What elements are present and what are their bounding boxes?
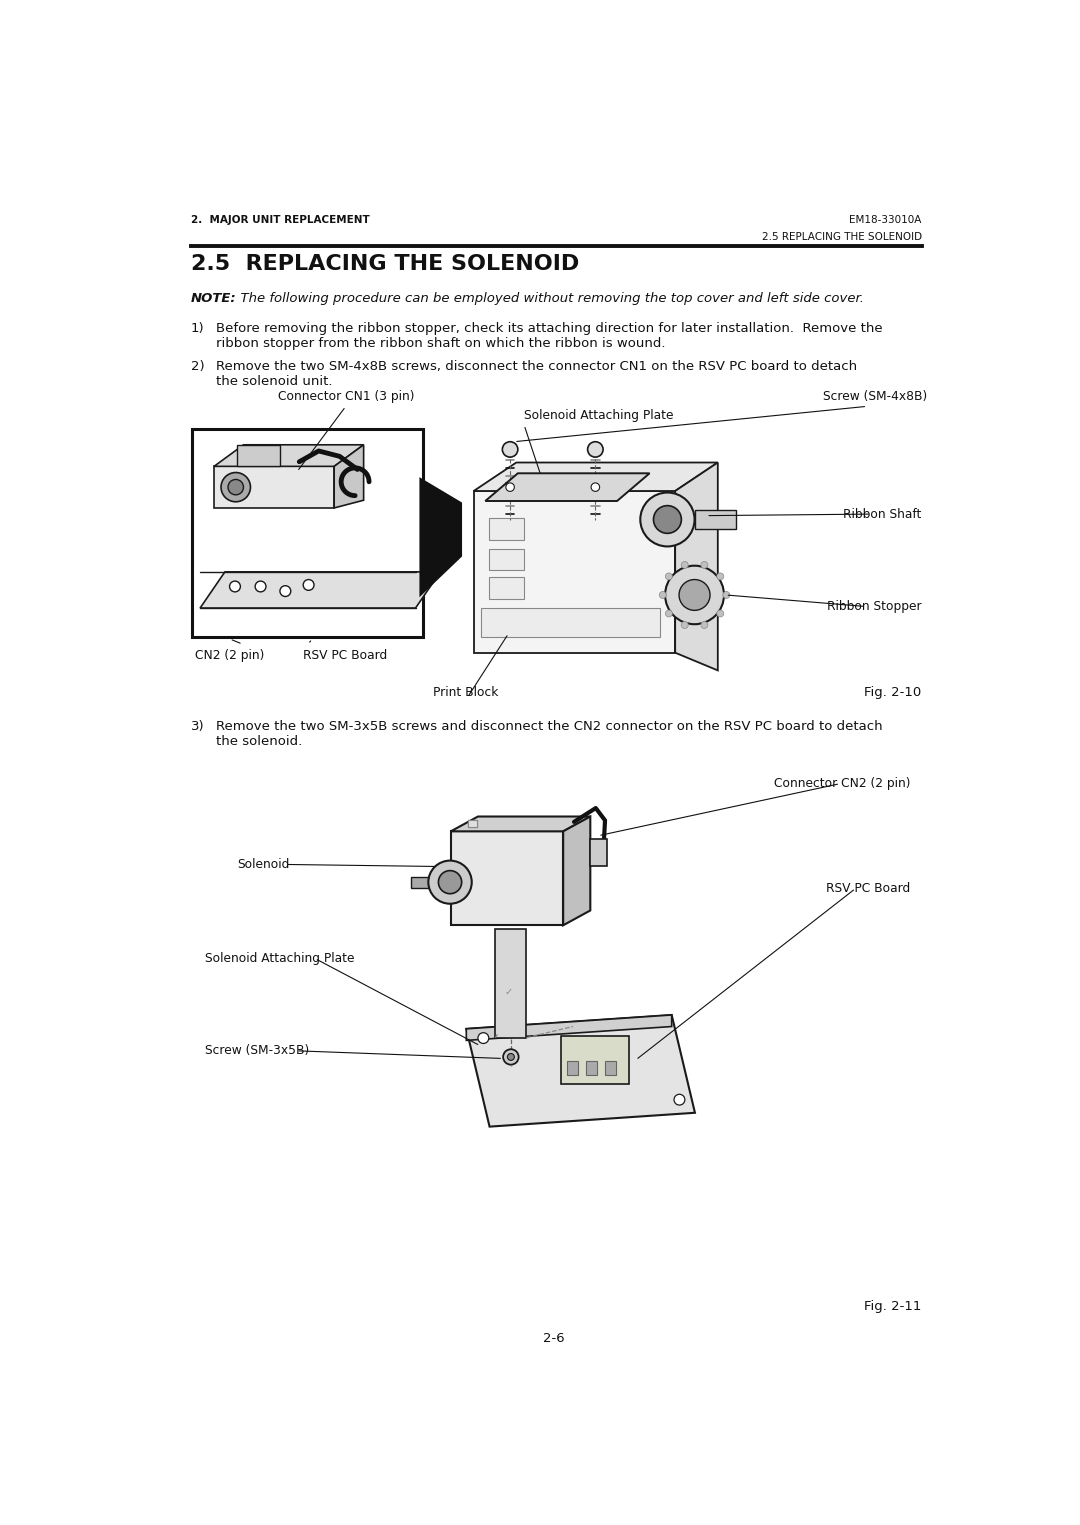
Text: 2.  MAJOR UNIT REPLACEMENT: 2. MAJOR UNIT REPLACEMENT bbox=[191, 215, 369, 226]
Bar bbox=[489, 549, 524, 570]
Text: Connector CN1 (3 pin): Connector CN1 (3 pin) bbox=[278, 390, 414, 403]
Circle shape bbox=[723, 592, 730, 598]
Bar bbox=[567, 1061, 578, 1075]
Polygon shape bbox=[238, 445, 280, 467]
Circle shape bbox=[659, 592, 666, 598]
Text: Print Block: Print Block bbox=[433, 686, 499, 698]
Circle shape bbox=[640, 493, 694, 546]
Text: 2-6: 2-6 bbox=[542, 1331, 565, 1345]
Text: Connector CN2 (2 pin): Connector CN2 (2 pin) bbox=[773, 778, 910, 790]
Text: 3): 3) bbox=[191, 720, 204, 734]
Polygon shape bbox=[496, 929, 526, 1037]
Polygon shape bbox=[562, 1035, 630, 1084]
Text: 2): 2) bbox=[191, 360, 204, 374]
Text: Ribbon Shaft: Ribbon Shaft bbox=[843, 508, 921, 520]
Text: Solenoid: Solenoid bbox=[238, 859, 289, 871]
Circle shape bbox=[674, 1095, 685, 1106]
Circle shape bbox=[478, 1032, 489, 1043]
Polygon shape bbox=[485, 473, 649, 502]
Circle shape bbox=[701, 622, 707, 628]
Bar bbox=[605, 1061, 616, 1075]
Polygon shape bbox=[450, 831, 563, 926]
Polygon shape bbox=[694, 511, 735, 529]
Text: CN2 (2 pin): CN2 (2 pin) bbox=[194, 648, 264, 662]
Text: 2.5 REPLACING THE SOLENOID: 2.5 REPLACING THE SOLENOID bbox=[761, 232, 921, 242]
Circle shape bbox=[701, 561, 707, 569]
Polygon shape bbox=[214, 467, 334, 508]
Polygon shape bbox=[200, 572, 441, 608]
Polygon shape bbox=[675, 462, 718, 671]
Circle shape bbox=[681, 561, 688, 569]
Polygon shape bbox=[467, 1016, 694, 1127]
Circle shape bbox=[717, 610, 724, 618]
Circle shape bbox=[665, 610, 673, 618]
Text: ✓: ✓ bbox=[504, 987, 513, 997]
Circle shape bbox=[280, 586, 291, 596]
Text: 2.5  REPLACING THE SOLENOID: 2.5 REPLACING THE SOLENOID bbox=[191, 253, 579, 274]
Polygon shape bbox=[590, 839, 607, 866]
Text: Screw (SM-3x5B): Screw (SM-3x5B) bbox=[205, 1045, 309, 1057]
Circle shape bbox=[221, 473, 251, 502]
Circle shape bbox=[591, 483, 599, 491]
Text: Fig. 2-11: Fig. 2-11 bbox=[864, 1301, 921, 1313]
Bar bbox=[468, 820, 477, 828]
Text: 1): 1) bbox=[191, 322, 204, 334]
Text: Solenoid Attaching Plate: Solenoid Attaching Plate bbox=[524, 409, 674, 422]
Polygon shape bbox=[474, 491, 675, 653]
Bar bbox=[489, 518, 524, 540]
Circle shape bbox=[681, 622, 688, 628]
Polygon shape bbox=[450, 816, 591, 831]
Bar bbox=[192, 430, 423, 637]
Circle shape bbox=[503, 1049, 518, 1064]
Polygon shape bbox=[467, 1016, 672, 1040]
Circle shape bbox=[228, 479, 243, 494]
Circle shape bbox=[505, 483, 514, 491]
Bar bbox=[489, 578, 524, 599]
Text: NOTE:: NOTE: bbox=[191, 293, 237, 305]
Circle shape bbox=[502, 442, 517, 457]
Text: RSV PC Board: RSV PC Board bbox=[303, 648, 388, 662]
Text: Solenoid Attaching Plate: Solenoid Attaching Plate bbox=[205, 952, 354, 965]
Text: The following procedure can be employed without removing the top cover and left : The following procedure can be employed … bbox=[232, 293, 864, 305]
Circle shape bbox=[665, 566, 724, 624]
Text: Ribbon Stopper: Ribbon Stopper bbox=[827, 599, 921, 613]
Circle shape bbox=[303, 580, 314, 590]
Circle shape bbox=[717, 573, 724, 580]
Circle shape bbox=[230, 581, 241, 592]
Circle shape bbox=[438, 871, 461, 894]
Polygon shape bbox=[334, 445, 364, 508]
Circle shape bbox=[679, 580, 710, 610]
Polygon shape bbox=[419, 477, 462, 598]
Text: Remove the two SM-3x5B screws and disconnect the CN2 connector on the RSV PC boa: Remove the two SM-3x5B screws and discon… bbox=[216, 720, 882, 749]
Circle shape bbox=[429, 860, 472, 904]
Circle shape bbox=[255, 581, 266, 592]
Circle shape bbox=[665, 573, 673, 580]
Text: RSV PC Board: RSV PC Board bbox=[826, 881, 910, 895]
Bar bbox=[586, 1061, 597, 1075]
Bar bbox=[468, 820, 477, 828]
Bar bbox=[468, 820, 477, 828]
Polygon shape bbox=[410, 877, 450, 888]
Polygon shape bbox=[474, 462, 718, 491]
Polygon shape bbox=[214, 445, 364, 467]
Circle shape bbox=[508, 1054, 514, 1060]
Text: Before removing the ribbon stopper, check its attaching direction for later inst: Before removing the ribbon stopper, chec… bbox=[216, 322, 882, 349]
Circle shape bbox=[653, 506, 681, 534]
Text: Remove the two SM-4x8B screws, disconnect the connector CN1 on the RSV PC board : Remove the two SM-4x8B screws, disconnec… bbox=[216, 360, 856, 387]
Text: EM18-33010A: EM18-33010A bbox=[849, 215, 921, 226]
Text: Screw (SM-4x8B): Screw (SM-4x8B) bbox=[823, 390, 928, 403]
Circle shape bbox=[588, 442, 603, 457]
Polygon shape bbox=[563, 816, 591, 926]
Text: Fig. 2-10: Fig. 2-10 bbox=[864, 686, 921, 698]
Bar bbox=[482, 608, 660, 637]
